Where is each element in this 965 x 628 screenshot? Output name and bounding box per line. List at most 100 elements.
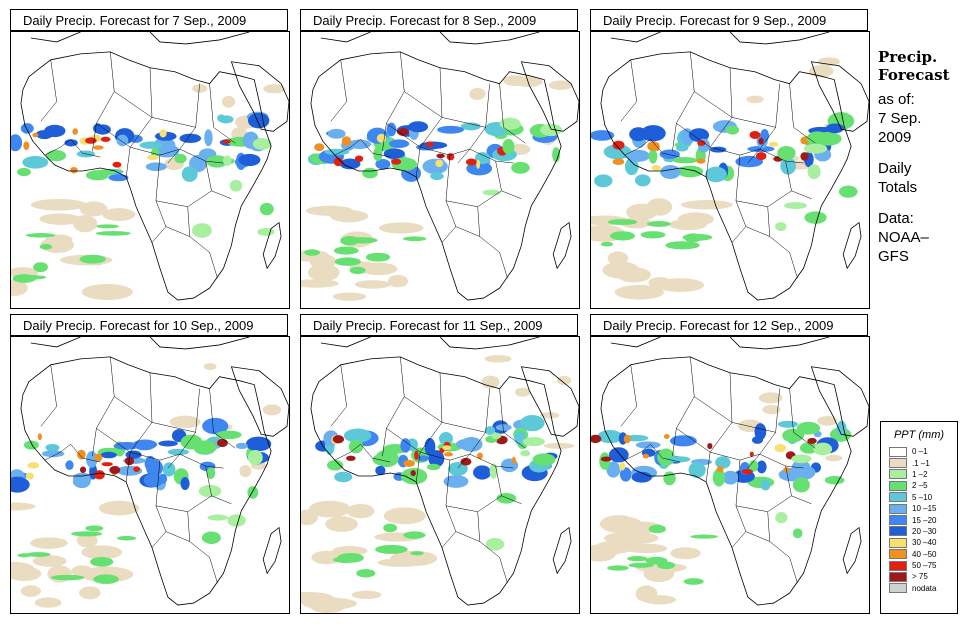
precip-area [760, 479, 771, 491]
precip-area [391, 158, 402, 165]
legend-swatch [889, 480, 907, 491]
precip-area [247, 486, 259, 499]
arabia-outline [520, 61, 579, 132]
precip-area [683, 578, 704, 585]
precip-area [627, 556, 648, 562]
precip-area [677, 165, 704, 178]
precip-area [93, 145, 104, 150]
precip-area [800, 152, 809, 161]
precip-area [26, 552, 51, 557]
precip-area [619, 462, 626, 471]
precip-area [657, 448, 676, 466]
precip-area [628, 562, 654, 568]
precip-area [34, 597, 62, 608]
precip-area [511, 161, 530, 174]
precip-area [193, 440, 217, 455]
precip-area [410, 551, 424, 556]
precip-area [548, 80, 573, 91]
arabia-outline [230, 61, 289, 132]
precip-area [27, 462, 40, 469]
europe-coast [320, 32, 540, 45]
precip-area [715, 456, 731, 469]
precip-area [354, 155, 364, 163]
precip-area [484, 354, 512, 363]
precip-area [539, 412, 560, 419]
legend-label: .1 –1 [912, 458, 930, 468]
precip-area [836, 420, 847, 437]
precip-area [100, 451, 117, 459]
precip-area [402, 236, 427, 242]
legend-item: 50 –75 [881, 560, 957, 571]
forecast-panel-4: Daily Precip. Forecast for 10 Sep., 2009 [10, 314, 290, 614]
precip-area [101, 462, 113, 467]
legend-swatch [889, 503, 907, 514]
legend-item: 1 –2 [881, 469, 957, 480]
precip-area [443, 452, 453, 457]
precip-area [386, 122, 397, 137]
precip-area [343, 428, 372, 443]
precip-area [807, 164, 821, 180]
arabia-outline [230, 366, 289, 437]
precip-area [124, 456, 135, 466]
precip-area [442, 445, 452, 451]
precip-map [300, 31, 580, 309]
precip-area [17, 167, 31, 177]
precip-area [158, 473, 168, 484]
legend-swatch [889, 492, 907, 503]
legend-swatch [889, 515, 907, 526]
precip-area [70, 167, 78, 174]
precip-area [327, 459, 344, 471]
precip-area [469, 87, 486, 101]
precip-area [436, 153, 445, 159]
precip-area [354, 280, 391, 289]
precip-area [612, 140, 625, 150]
arabia-outline [520, 366, 579, 437]
precip-area [108, 174, 129, 182]
precip-area [181, 166, 198, 182]
precip-area [45, 443, 60, 452]
precip-area [37, 433, 42, 441]
precip-area [259, 202, 274, 216]
precip-area [341, 136, 352, 146]
precip-area [147, 154, 159, 160]
precip-area [337, 557, 353, 564]
precip-area [716, 466, 724, 473]
legend-item: 20 –30 [881, 526, 957, 537]
precip-area [94, 470, 105, 480]
precip-area [696, 158, 706, 164]
precip-area [774, 444, 787, 453]
precip-area [648, 524, 666, 534]
precip-area [403, 531, 426, 539]
precip-area [651, 164, 662, 171]
precip-area [81, 545, 123, 560]
precip-area [345, 237, 378, 244]
precip-area [726, 125, 740, 135]
precip-area [325, 516, 358, 532]
precip-area [607, 219, 638, 226]
precip-area [139, 141, 164, 149]
precip-area [619, 467, 632, 482]
precip-area [591, 130, 615, 141]
precip-area [206, 467, 216, 479]
legend-swatch [889, 560, 907, 571]
precip-area [688, 461, 706, 478]
precip-area [631, 471, 652, 483]
precip-area [489, 463, 498, 479]
forecast-panel-1: Daily Precip. Forecast for 7 Sep., 2009 [10, 9, 290, 309]
precip-area [824, 476, 845, 485]
as-of-label: as of: [878, 91, 915, 108]
precip-area [22, 155, 49, 169]
precip-area [607, 565, 629, 571]
precip-area [473, 465, 492, 480]
precip-area [813, 442, 833, 456]
precip-area [202, 417, 229, 435]
precip-area [414, 450, 419, 461]
precip-area [817, 415, 838, 426]
precip-area [749, 451, 754, 457]
precip-area [158, 440, 178, 447]
precip-area [41, 213, 81, 225]
precip-area [349, 266, 366, 275]
precip-area [20, 275, 47, 280]
country-borders [40, 51, 236, 279]
precip-area [660, 164, 681, 180]
